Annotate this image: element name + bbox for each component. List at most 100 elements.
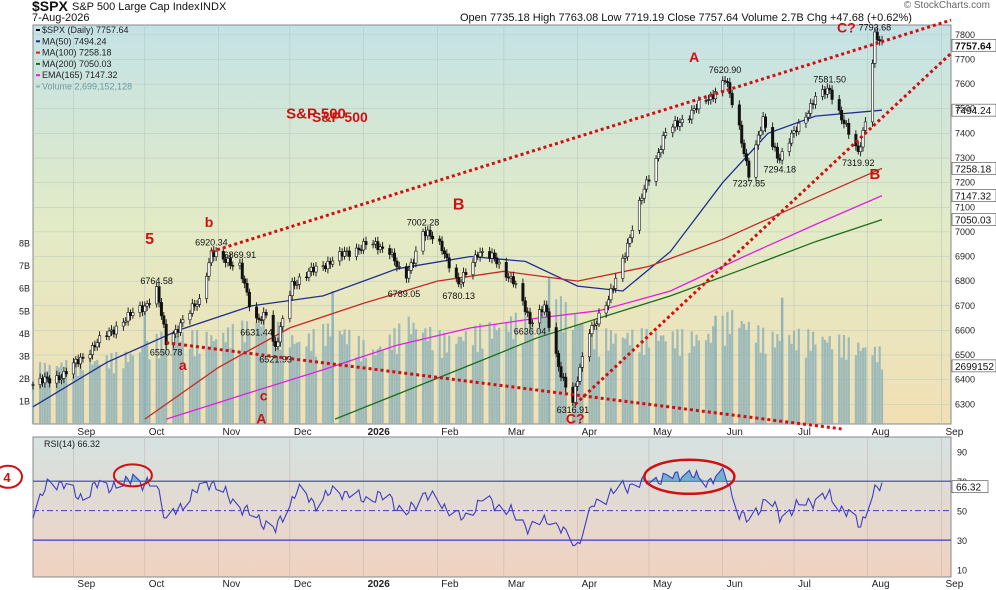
price-bar-body <box>243 278 247 284</box>
price-label: 6764.58 <box>140 276 173 286</box>
price-bar-body <box>787 142 791 152</box>
x-tick-label: May <box>653 427 672 438</box>
volume-bar <box>674 348 677 424</box>
price-bar-body <box>426 229 430 237</box>
volume-bar <box>405 343 408 424</box>
volume-bar <box>395 353 398 424</box>
price-bar-body <box>514 283 518 285</box>
volume-bar <box>495 330 498 424</box>
price-bar-body <box>747 160 751 178</box>
volume-bar <box>174 335 177 424</box>
price-bar-body <box>90 345 94 355</box>
series-ma-100 <box>144 167 883 420</box>
volume-bar <box>493 323 496 424</box>
price-bar-body <box>721 80 725 92</box>
price-bar-body <box>763 116 767 128</box>
volume-bar <box>245 321 249 424</box>
price-bar-body <box>804 116 808 124</box>
volume-bar <box>762 327 765 424</box>
price-bar-body <box>404 266 408 279</box>
price-bar-body <box>637 200 641 231</box>
volume-bar <box>507 332 510 424</box>
volume-bar <box>807 329 810 424</box>
volume-bar <box>512 338 515 424</box>
y-tick-label: 7300 <box>955 153 975 163</box>
price-bar-body <box>62 371 66 379</box>
rsi-y-tick-label: 30 <box>957 536 967 546</box>
volume-bar <box>172 341 175 424</box>
rsi-x-tick-label: Sep <box>77 579 95 590</box>
volume-bar <box>440 357 444 424</box>
volume-bar <box>345 344 349 424</box>
volume-bar <box>262 316 265 424</box>
price-bar-body <box>645 179 649 190</box>
volume-bar <box>88 358 92 424</box>
legend-entry: MA(50) 7494.24 <box>42 36 107 46</box>
volume-bar <box>215 339 218 424</box>
price-bar-body <box>630 229 634 239</box>
price-bar-body <box>623 256 627 259</box>
volume-bar <box>31 381 35 424</box>
volume-bar <box>127 362 130 424</box>
price-bar-body <box>60 378 64 381</box>
price-bar-body <box>197 298 201 305</box>
price-bar-body <box>497 262 501 265</box>
rsi-y-tick-label: 50 <box>957 507 967 517</box>
volume-bar <box>222 332 225 424</box>
price-bar-body <box>312 266 316 273</box>
legend-entry: Volume 2,699,152,128 <box>42 82 132 92</box>
volume-bar <box>759 352 762 424</box>
volume-bar <box>638 352 641 424</box>
price-bar-body <box>744 153 748 162</box>
volume-bar <box>229 348 232 424</box>
price-bar-body <box>340 251 344 257</box>
volume-bar <box>643 355 646 424</box>
price-bar-body <box>640 197 644 201</box>
price-bar-body <box>195 304 199 307</box>
chart-date: 7-Aug-2026 <box>32 12 90 24</box>
volume-bar <box>160 331 163 424</box>
volume-bar <box>260 326 263 424</box>
price-bar-body <box>825 87 829 95</box>
volume-tick-label: 5B <box>19 306 30 316</box>
price-bar-body <box>421 231 425 252</box>
y-tick-label: 6900 <box>955 252 975 262</box>
volume-bar <box>298 341 301 424</box>
price-bar-body <box>873 31 877 64</box>
volume-bar <box>531 324 534 424</box>
volume-bar <box>778 340 781 424</box>
price-label: 7319.92 <box>842 158 875 168</box>
volume-bar-spike <box>714 315 717 424</box>
volume-bar <box>421 332 425 424</box>
volume-bar <box>676 329 679 424</box>
x-tick-label: Nov <box>223 427 241 438</box>
volume-bar <box>726 311 729 424</box>
volume-bar <box>310 350 313 424</box>
price-bar-body <box>162 315 166 325</box>
volume-tick-label: 7B <box>19 261 30 271</box>
price-bar-body <box>664 132 668 136</box>
price-bar-body <box>321 265 325 267</box>
volume-bar <box>747 321 750 424</box>
volume-bar <box>445 352 448 424</box>
price-bar-body <box>557 353 561 367</box>
price-bar-body <box>338 251 342 262</box>
volume-bar <box>605 328 608 424</box>
price-bar-body <box>588 333 592 358</box>
price-bar-body <box>376 241 380 250</box>
price-bar-body <box>309 266 313 272</box>
y-tick-label: 7500 <box>955 104 975 114</box>
price-bar-body <box>259 319 263 321</box>
price-label: 6631.44 <box>240 328 273 338</box>
price-bar-body <box>542 304 546 313</box>
price-bar-body <box>205 275 209 299</box>
price-bar-body <box>114 325 118 335</box>
volume-bar <box>490 338 494 424</box>
volume-bar <box>238 351 242 424</box>
volume-bar <box>181 332 184 424</box>
price-bar-body <box>471 262 475 275</box>
volume-bar <box>678 355 681 424</box>
price-bar-body <box>314 265 318 273</box>
price-bar-body <box>345 250 349 253</box>
volume-bar <box>526 334 529 424</box>
